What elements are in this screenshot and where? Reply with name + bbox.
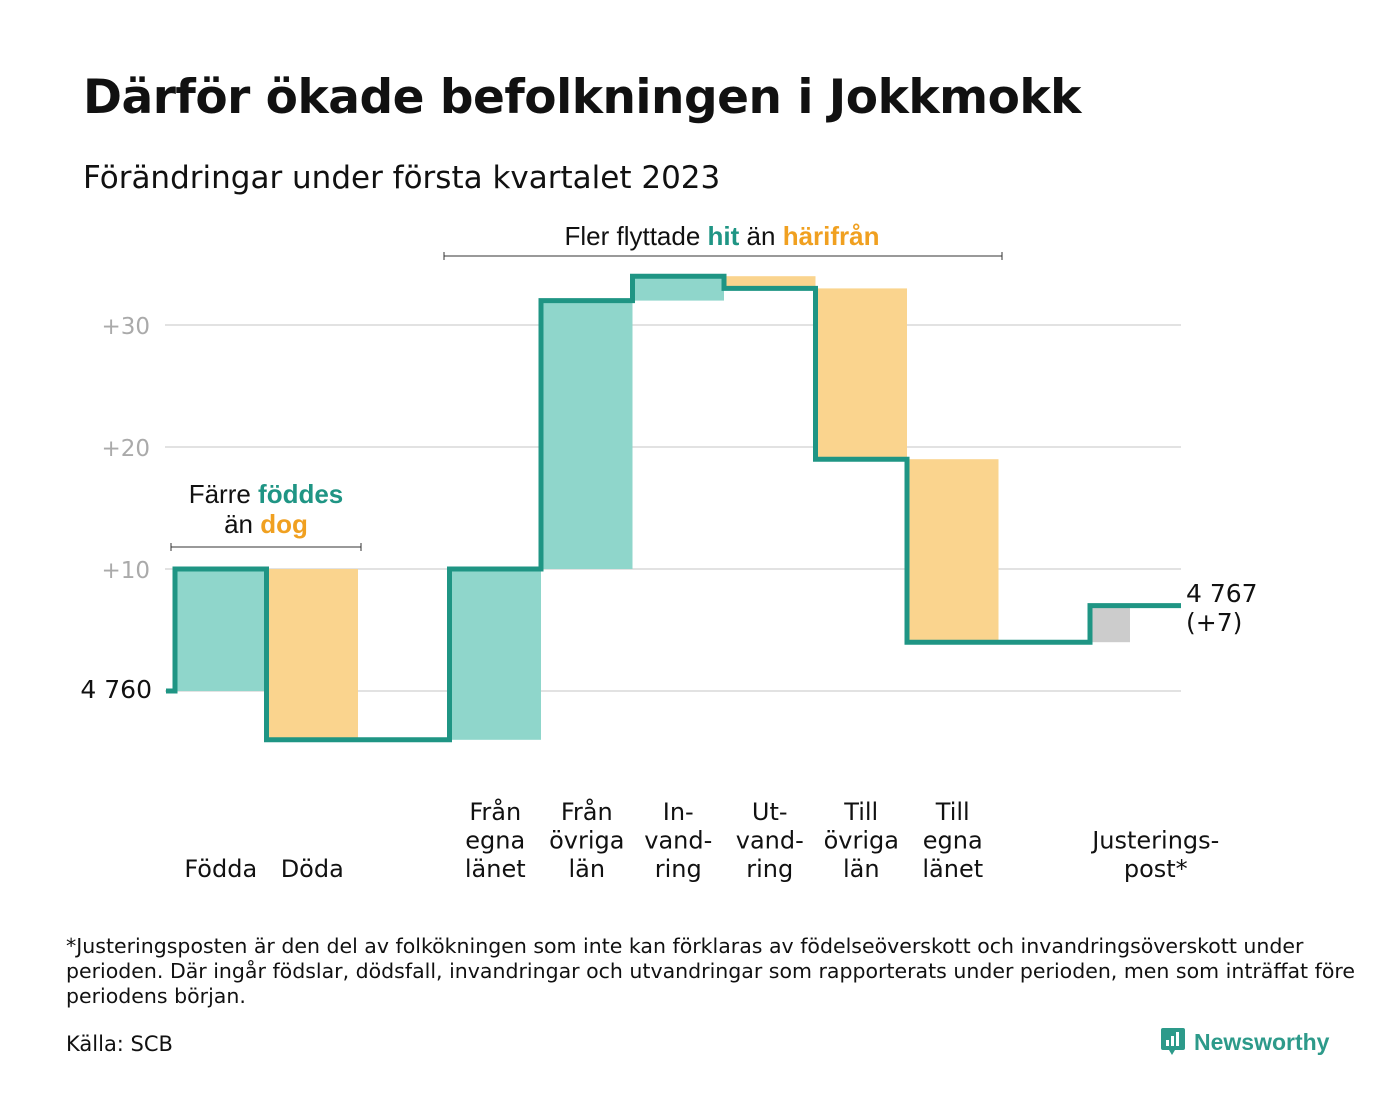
newsworthy-logo-icon — [1161, 1028, 1185, 1055]
x-category-label: länet — [922, 855, 983, 883]
x-category-label: vand- — [736, 827, 804, 855]
x-category-label: vand- — [644, 827, 712, 855]
y-tick-label: +30 — [101, 314, 150, 340]
y-tick-label: +20 — [101, 436, 150, 462]
bar-frånegnalänet — [449, 569, 541, 740]
x-category-label: län — [843, 855, 880, 883]
bar-utvandring — [724, 276, 816, 289]
x-category-label: övriga — [824, 827, 899, 855]
x-category-label: länet — [465, 855, 526, 883]
bar-döda — [266, 569, 358, 740]
x-category-label: egna — [465, 827, 525, 855]
source: Källa: SCB — [66, 1032, 173, 1056]
annotation-text: än — [739, 221, 782, 251]
y-tick-label: +10 — [101, 558, 150, 584]
x-category-label: egna — [923, 827, 983, 855]
x-category-label: In- — [663, 798, 694, 826]
annotation-orange-word: härifrån — [783, 221, 880, 251]
annotation-text: Färre — [189, 479, 258, 509]
svg-text:än dog: än dog — [224, 509, 308, 539]
x-category-label: Födda — [184, 855, 257, 883]
x-category-label: Döda — [281, 855, 344, 883]
bar-justeringspost — [1092, 605, 1130, 643]
births-deaths-annotation: Färre föddes än dog — [170, 479, 362, 551]
x-category-label: Från — [469, 797, 521, 826]
bar-tillövrigalän — [815, 288, 907, 460]
svg-text:Färre föddes: Färre föddes — [189, 479, 344, 509]
footnote: *Justeringsposten är den del av folkökni… — [66, 934, 1355, 1008]
bar-invandring — [632, 276, 724, 301]
running-total-line — [166, 273, 1181, 743]
annotation-green-word: hit — [708, 221, 740, 251]
moves-annotation: Fler flyttade hit än härifrån — [443, 221, 1003, 260]
x-category-label: Från — [561, 797, 613, 826]
x-category-labels: Födda DödaFrånegnalänetFrånövrigalänIn-va… — [184, 797, 1219, 883]
brand-name: Newsworthy — [1194, 1028, 1330, 1055]
start-value-label: 4 760 — [80, 675, 152, 704]
x-category-label: post* — [1124, 855, 1188, 883]
annotation-text: Fler flyttade — [564, 221, 707, 251]
bar-tillegnalänet — [907, 459, 999, 643]
x-category-label: län — [568, 855, 605, 883]
brand-logo: Newsworthy — [1160, 1027, 1329, 1057]
bar-födda — [175, 569, 267, 691]
x-category-label: övriga — [549, 827, 624, 855]
y-tick-labels: +10 +20 +30 — [101, 314, 150, 584]
chart-subtitle: Förändringar under första kvartalet 2023 — [83, 160, 721, 196]
x-category-label: Ut- — [752, 798, 788, 826]
end-value-label: 4 767 — [1186, 579, 1258, 608]
annotation-orange-word: dog — [260, 509, 308, 539]
x-category-label: ring — [746, 855, 793, 883]
svg-text:Fler flyttade hit än härifrån: Fler flyttade hit än härifrån — [564, 221, 879, 251]
x-category-label: Till — [935, 798, 970, 826]
x-category-label: Till — [843, 798, 878, 826]
x-category-label: ring — [655, 855, 702, 883]
end-change-label: (+7) — [1186, 608, 1242, 637]
chart-title: Därför ökade befolkningen i Jokkmokk — [83, 70, 1081, 125]
annotation-green-word: föddes — [258, 479, 343, 509]
x-category-label: Justerings- — [1090, 827, 1219, 855]
bar-frånövrigalän — [541, 300, 633, 569]
waterfall-chart: +10+20+30 Födda DödaFrånegnalänetFrånövri… — [80, 221, 1258, 883]
running-total-path — [166, 273, 1181, 743]
bars — [175, 276, 1130, 740]
annotation-text: än — [224, 509, 260, 539]
